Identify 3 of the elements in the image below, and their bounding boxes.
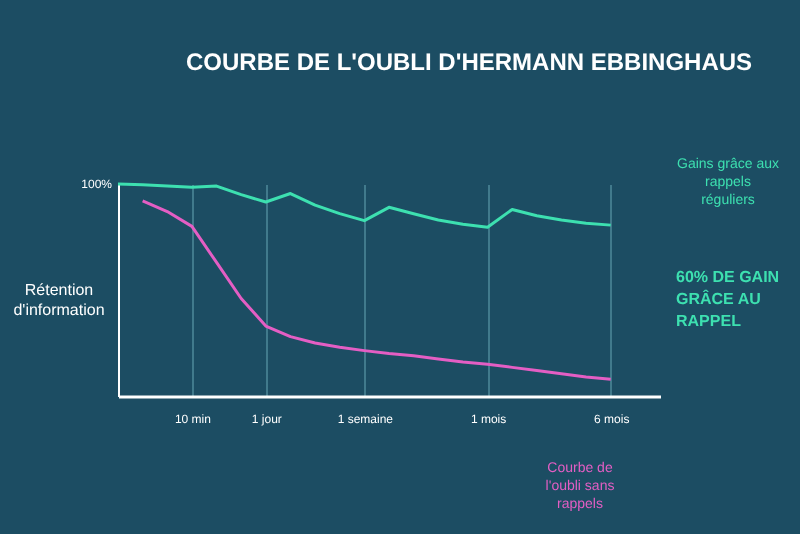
text: 60% DE GAIN GRÂCE AU RAPPEL [676,268,780,330]
chart-title: COURBE DE L'OUBLI D'HERMANN EBBINGHAUS [185,48,753,76]
y-axis-title: Rétention d'information [13,281,105,319]
